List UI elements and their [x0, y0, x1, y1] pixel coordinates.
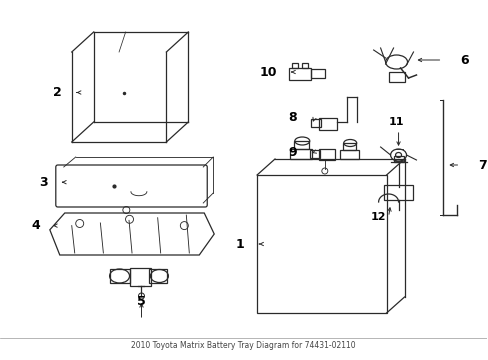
Bar: [288, 68, 310, 80]
Bar: [309, 150, 319, 158]
Text: 8: 8: [288, 111, 296, 123]
Bar: [383, 185, 413, 200]
Text: 3: 3: [39, 176, 48, 189]
Bar: [257, 175, 386, 313]
Bar: [291, 63, 297, 68]
Bar: [290, 149, 312, 159]
Text: 5: 5: [137, 295, 145, 308]
Bar: [129, 268, 151, 286]
Text: 2: 2: [53, 86, 61, 99]
Bar: [109, 269, 129, 283]
Text: 1: 1: [235, 238, 244, 251]
Text: 11: 11: [388, 117, 404, 127]
Text: 4: 4: [31, 219, 40, 232]
Bar: [393, 156, 403, 162]
Text: 6: 6: [459, 54, 468, 67]
Bar: [294, 141, 308, 149]
Text: 7: 7: [477, 158, 486, 171]
Bar: [310, 119, 320, 127]
Bar: [149, 269, 167, 283]
Text: 12: 12: [370, 212, 386, 222]
Bar: [301, 63, 307, 68]
Bar: [318, 149, 334, 160]
Text: 2010 Toyota Matrix Battery Tray Diagram for 74431-02110: 2010 Toyota Matrix Battery Tray Diagram …: [130, 341, 355, 350]
Bar: [343, 143, 355, 150]
Bar: [340, 150, 359, 159]
Bar: [318, 118, 336, 130]
Bar: [310, 69, 324, 78]
Bar: [388, 72, 404, 82]
Text: 10: 10: [259, 66, 276, 78]
Text: 9: 9: [288, 145, 296, 158]
